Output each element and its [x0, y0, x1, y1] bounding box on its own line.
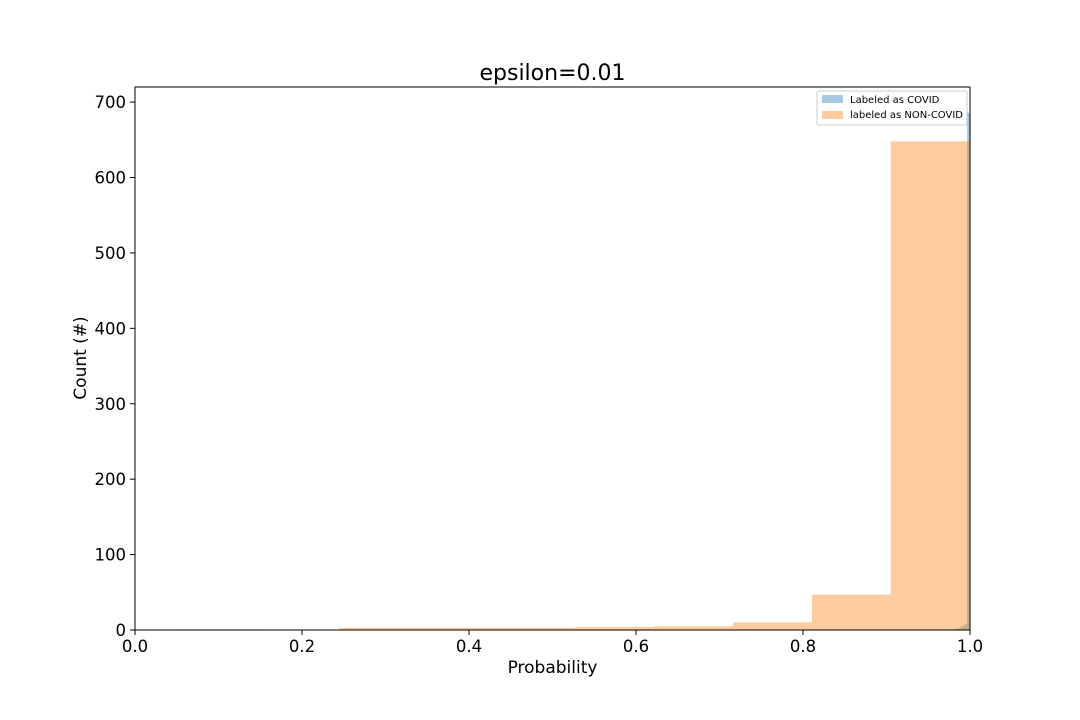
y-tick-label: 600	[95, 169, 127, 188]
y-tick-label: 500	[95, 244, 127, 263]
histogram-bar	[417, 627, 497, 630]
histogram-bar	[955, 628, 961, 630]
x-tick-label: 0.4	[456, 637, 482, 656]
y-tick-label: 0	[116, 621, 127, 640]
legend-label-covid: Labeled as COVID	[850, 95, 940, 106]
x-tick-label: 0.2	[289, 637, 315, 656]
legend-swatch-non-covid	[822, 111, 843, 119]
plot-background	[135, 87, 970, 630]
histogram-bar	[496, 627, 576, 630]
plot-area	[134, 86, 971, 631]
x-tick-label: 1.0	[957, 637, 983, 656]
x-tick-label: 0.0	[122, 637, 148, 656]
histogram-bar	[967, 112, 970, 630]
histogram-bar	[733, 622, 812, 630]
legend-frame	[816, 90, 968, 126]
y-tick-label: 700	[95, 93, 127, 112]
y-axis: 0 100 200 300 400 500 600 700	[95, 93, 135, 640]
histogram-bar	[964, 623, 968, 630]
y-tick-label: 100	[95, 546, 127, 565]
x-axis-label: Probability	[508, 658, 598, 678]
x-axis: 0.0 0.2 0.4 0.6 0.8 1.0	[122, 630, 983, 656]
y-tick-label: 300	[95, 395, 127, 414]
legend-swatch-covid	[822, 95, 843, 103]
series-1-bars	[181, 141, 970, 631]
x-tick-label: 0.6	[623, 637, 649, 656]
y-tick-label: 400	[95, 319, 127, 338]
x-tick-label: 0.8	[790, 637, 816, 656]
y-tick-label: 200	[95, 470, 127, 489]
plot-frame	[134, 86, 971, 631]
histogram-bar	[811, 594, 891, 630]
legend-label-non-covid: labeled as NON-COVID	[850, 110, 963, 121]
bars-layer	[181, 112, 970, 631]
chart-title: epsilon=0.01	[479, 61, 625, 86]
legend: Labeled as COVID labeled as NON-COVID	[816, 90, 968, 126]
histogram-bar	[575, 626, 655, 630]
histogram-bar	[890, 141, 970, 631]
y-axis-label: Count (#)	[71, 316, 91, 399]
histogram-bar	[654, 626, 734, 630]
histogram-bar	[338, 627, 418, 630]
histogram-bar	[960, 626, 965, 630]
